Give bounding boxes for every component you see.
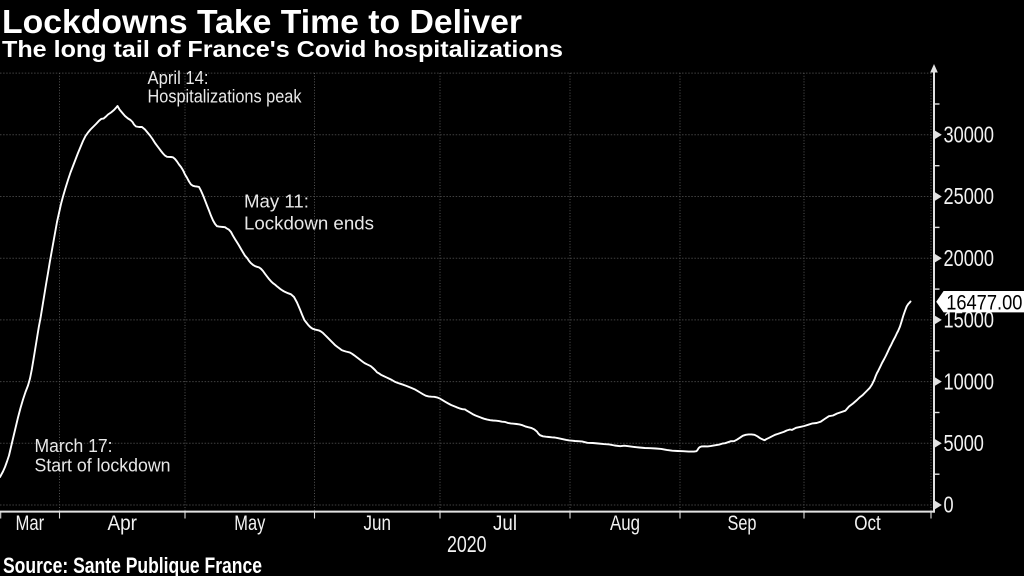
svg-text:March 17:: March 17: [35, 436, 113, 456]
svg-text:Jul: Jul [493, 511, 517, 535]
svg-text:16477.00: 16477.00 [946, 291, 1022, 315]
svg-text:10000: 10000 [944, 368, 995, 394]
svg-text:Start of lockdown: Start of lockdown [35, 455, 171, 475]
svg-text:May: May [234, 511, 265, 535]
svg-text:Source: Sante Publique France: Source: Sante Publique France [3, 553, 262, 576]
svg-text:The long tail of France's Covi: The long tail of France's Covid hospital… [2, 36, 563, 62]
svg-text:Lockdowns Take Time to Deliver: Lockdowns Take Time to Deliver [2, 4, 522, 41]
svg-text:Aug: Aug [610, 511, 640, 535]
svg-text:30000: 30000 [944, 122, 995, 148]
svg-text:Sep: Sep [728, 511, 757, 535]
svg-text:0: 0 [944, 492, 954, 518]
svg-text:Oct: Oct [854, 511, 881, 535]
svg-text:Mar: Mar [15, 511, 44, 535]
svg-text:2020: 2020 [447, 531, 487, 557]
svg-text:May 11:: May 11: [244, 191, 309, 211]
svg-text:April 14:: April 14: [148, 68, 209, 88]
svg-text:Hospitalizations peak: Hospitalizations peak [148, 87, 303, 107]
svg-text:Jun: Jun [363, 511, 391, 535]
svg-text:5000: 5000 [944, 430, 984, 456]
svg-text:25000: 25000 [944, 183, 995, 209]
svg-text:Lockdown ends: Lockdown ends [244, 213, 374, 233]
svg-text:20000: 20000 [944, 245, 995, 271]
svg-text:Apr: Apr [107, 511, 137, 535]
